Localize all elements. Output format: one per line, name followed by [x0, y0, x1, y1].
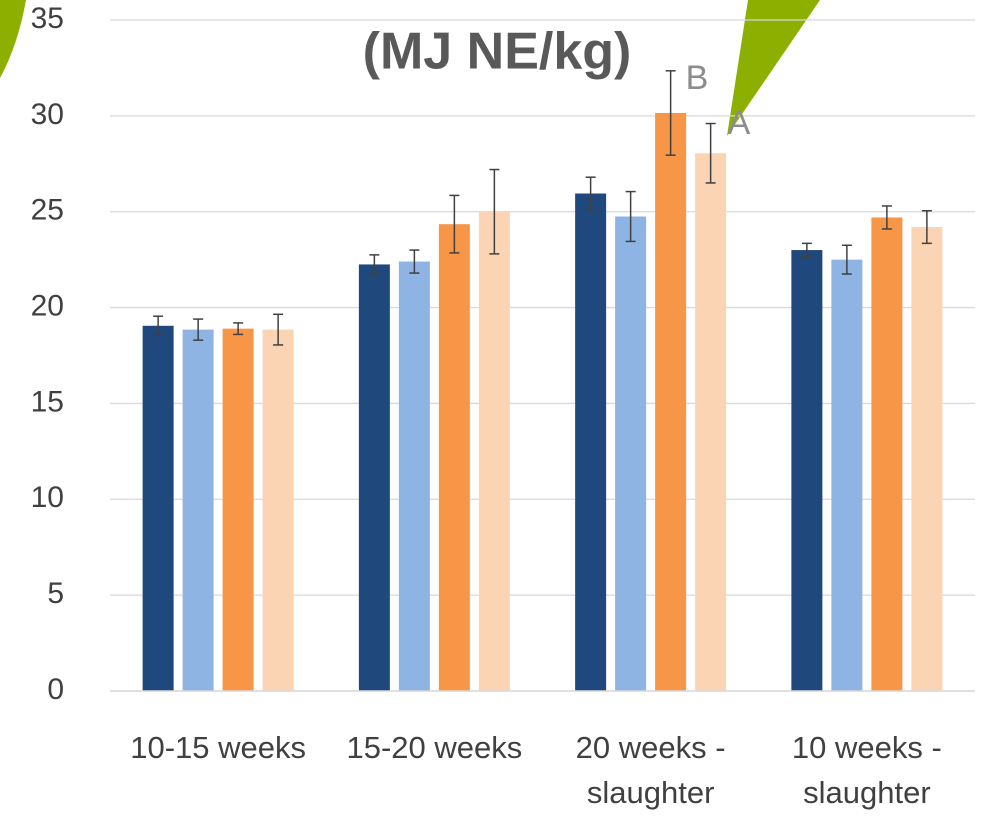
bar [871, 217, 902, 691]
page: {"chart_data": {"type": "bar", "title": … [0, 0, 992, 821]
bar [655, 113, 686, 691]
bar [143, 326, 174, 691]
decor-shape [0, 0, 26, 78]
bar [439, 224, 470, 691]
y-tick-label: 5 [47, 577, 64, 610]
bar [359, 264, 390, 691]
chart: 0 5 10 15 20 25 30 35 (MJ NE/kg) BA [0, 0, 992, 821]
y-tick-label: 30 [31, 98, 64, 131]
y-tick-label: 20 [31, 289, 64, 322]
bar [615, 217, 646, 691]
annotation: A [728, 104, 751, 142]
bar [791, 250, 822, 691]
bar [831, 260, 862, 691]
y-tick-label: 15 [31, 385, 64, 418]
x-tick-label: 15-20 weeks [327, 725, 541, 770]
annotation: B [686, 59, 709, 97]
y-tick-label: 0 [47, 673, 64, 706]
bar [911, 227, 942, 691]
y-tick-label: 25 [31, 194, 64, 227]
bar [263, 330, 294, 691]
bar [695, 153, 726, 691]
bar [183, 330, 214, 691]
x-tick-label: 10-15 weeks [111, 725, 325, 770]
chart-title: (MJ NE/kg) [363, 23, 632, 81]
bar [479, 212, 510, 691]
y-tick-label: 35 [31, 2, 64, 35]
bar [223, 329, 254, 691]
x-tick-label: 10 weeks - slaughter [760, 725, 974, 815]
x-tick-label: 20 weeks - slaughter [544, 725, 758, 815]
bar [575, 194, 606, 691]
y-tick-label: 10 [31, 481, 64, 514]
bar [399, 262, 430, 691]
